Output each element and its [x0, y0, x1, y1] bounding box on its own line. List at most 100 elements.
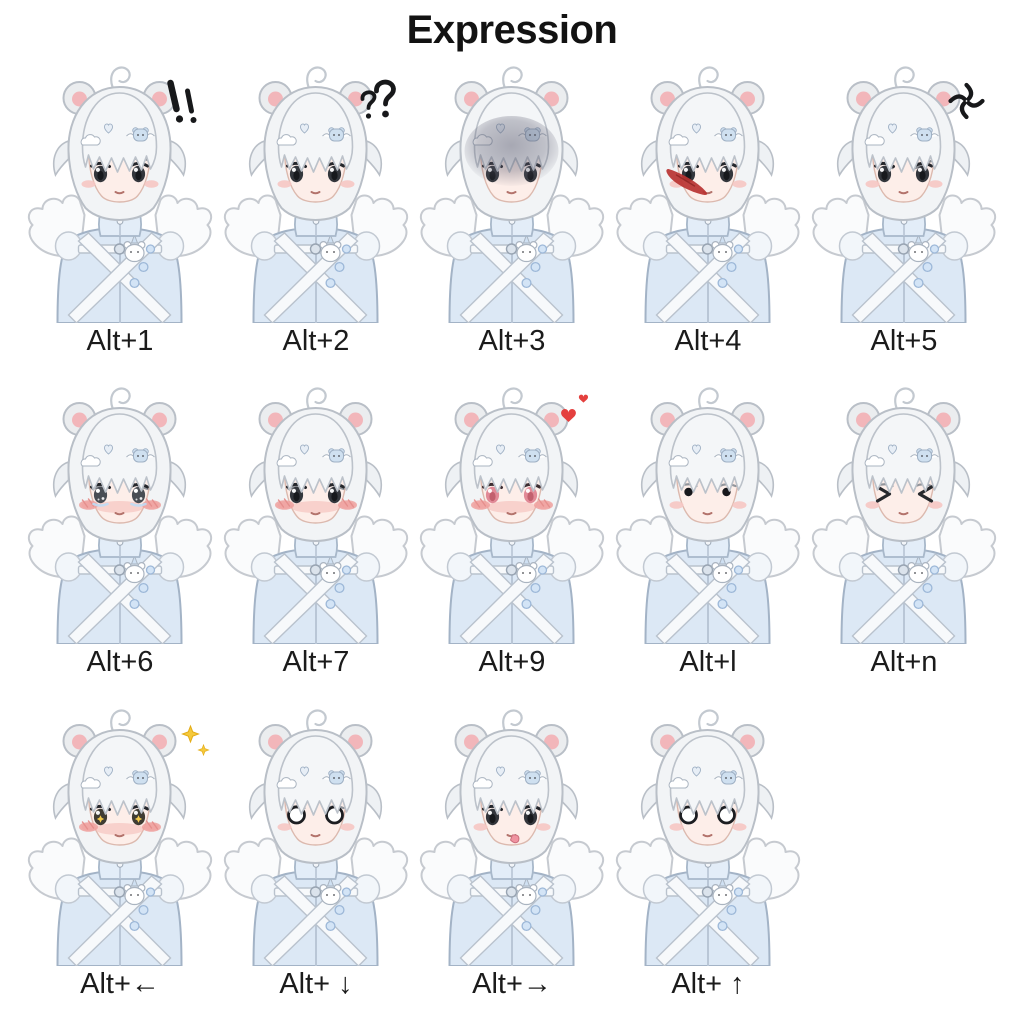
winged-bear-hairclip [714, 770, 743, 785]
sparkles-icon [181, 724, 210, 756]
cloud-hairclip [80, 776, 101, 789]
side-tail-left [640, 461, 658, 499]
winged-bear-hairclip [714, 448, 743, 463]
unicorn-cat-plush [711, 233, 734, 263]
head [640, 709, 775, 864]
mouth [898, 512, 909, 516]
bubble-button [913, 599, 924, 610]
bangs [669, 413, 746, 495]
bubble-button [922, 261, 933, 273]
jacket-body [446, 548, 577, 645]
strap-buckle [505, 564, 518, 577]
character-portrait-wide-blank-eyes [615, 709, 801, 966]
ahoge [306, 709, 327, 731]
bangs [81, 735, 158, 816]
head [836, 66, 971, 222]
ahoge [698, 709, 719, 731]
heart-hairclip [888, 123, 897, 134]
side-tail-right [561, 139, 579, 177]
blush-light [865, 180, 943, 188]
head [52, 387, 187, 543]
side-tail-left [444, 139, 462, 177]
cloud-hairclip [668, 776, 689, 789]
cell-label: Alt+2 [282, 325, 350, 357]
character-portrait-confused [223, 66, 409, 323]
bubble-button [521, 277, 532, 289]
sash-strap [665, 553, 760, 645]
shoulder-ruffle-left [250, 552, 279, 583]
side-tail-right [561, 461, 579, 499]
winged-bear-hairclip [518, 448, 547, 463]
heart-hairclip [300, 766, 309, 777]
winged-bear-hairclip [714, 127, 743, 142]
sash-strap [469, 874, 564, 966]
portrait-cell-alt-left: Alt+← [22, 708, 218, 999]
cloud-hairclip [276, 134, 297, 146]
sash-strap [273, 874, 368, 966]
bubble-button [521, 599, 532, 610]
unicorn-cat-plush [711, 555, 734, 584]
bubble-button [521, 920, 532, 931]
bubble-button [537, 887, 548, 897]
portrait-cell-alt-l: Alt+l [610, 386, 806, 678]
grid-row-3: Alt+← [22, 708, 1002, 999]
portrait-cell-alt-5: Alt+5 [806, 65, 1002, 356]
sash-strap [861, 553, 956, 645]
bubble-button [129, 277, 140, 289]
head [640, 66, 775, 222]
sash-strap [273, 232, 368, 323]
bangs [81, 413, 158, 495]
strap-buckle [505, 243, 518, 255]
bangs [865, 413, 942, 495]
side-tail-left [640, 139, 658, 177]
cell-label: Alt+7 [282, 646, 350, 679]
bangs [277, 92, 354, 173]
side-tail-left [444, 782, 462, 820]
character-portrait-playful-lick [419, 709, 605, 966]
bangs [669, 92, 746, 173]
cloud-hairclip [864, 134, 885, 146]
bangs [277, 413, 354, 495]
ahoge [502, 709, 523, 731]
blush-heavy [471, 498, 553, 514]
sash-strap [665, 874, 760, 966]
jacket-body [642, 869, 773, 966]
bubble-button [138, 583, 149, 594]
head [52, 66, 187, 222]
bubble-button [717, 920, 728, 931]
character-portrait-gloomy [419, 66, 605, 323]
portrait-cell-alt-1: Alt+1 [22, 65, 218, 356]
side-tail-left [444, 461, 462, 499]
head [444, 66, 579, 222]
jacket-body [250, 548, 381, 645]
winged-bear-hairclip [322, 770, 351, 785]
strap-buckle [505, 886, 518, 898]
strap-buckle [897, 243, 910, 255]
character-portrait-shocked-blank-eyes [223, 709, 409, 966]
bubble-button [530, 583, 541, 594]
side-tail-right [757, 139, 775, 177]
blush-light [277, 180, 355, 188]
bubble-button [334, 904, 345, 915]
blush-light [277, 823, 355, 831]
side-tail-left [836, 461, 854, 499]
bubble-button [325, 599, 336, 610]
jacket-body [838, 226, 969, 323]
bubble-button [717, 599, 728, 610]
bubble-button [341, 565, 352, 576]
character-portrait-surprised [27, 66, 213, 323]
shoulder-ruffle-left [642, 874, 671, 904]
head [836, 387, 971, 543]
ahoge [110, 66, 131, 89]
strap-buckle [309, 243, 322, 255]
cloud-hairclip [80, 134, 101, 146]
eyes-squeezed-shut [875, 485, 934, 504]
shoulder-ruffle-left [642, 231, 671, 261]
sash-strap [273, 553, 368, 645]
ahoge [502, 387, 523, 410]
jacket-body [446, 869, 577, 966]
bangs [473, 735, 550, 816]
jacket-body [54, 548, 185, 645]
character-portrait-lovestruck [419, 387, 605, 645]
